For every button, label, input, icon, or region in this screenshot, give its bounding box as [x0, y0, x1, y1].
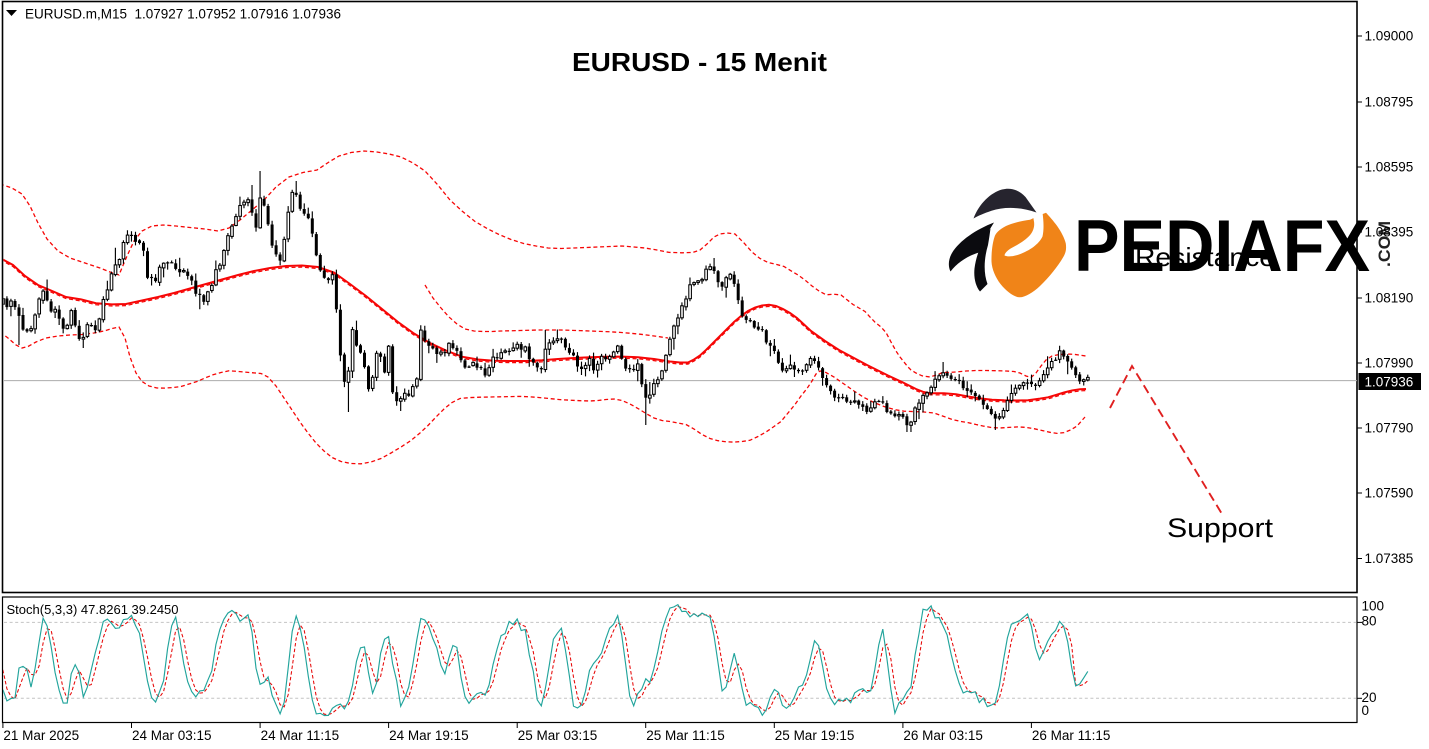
svg-text:1.08395: 1.08395 [1365, 225, 1414, 240]
svg-text:1.08595: 1.08595 [1365, 160, 1414, 175]
svg-text:1.08795: 1.08795 [1365, 95, 1414, 110]
svg-text:.COM: .COM [1375, 221, 1394, 267]
svg-text:Resistance: Resistance [1135, 242, 1275, 272]
svg-text:21 Mar 2025: 21 Mar 2025 [3, 728, 79, 743]
svg-text:EURUSD - 15 Menit: EURUSD - 15 Menit [572, 47, 827, 77]
svg-text:24 Mar 19:15: 24 Mar 19:15 [389, 728, 469, 743]
svg-text:1.07590: 1.07590 [1365, 486, 1414, 501]
svg-text:100: 100 [1362, 599, 1385, 614]
svg-text:1.09000: 1.09000 [1365, 29, 1414, 44]
svg-text:1.07790: 1.07790 [1365, 421, 1414, 436]
svg-text:80: 80 [1362, 614, 1377, 629]
svg-text:26 Mar 11:15: 26 Mar 11:15 [1032, 728, 1111, 743]
svg-text:1.07990: 1.07990 [1365, 356, 1414, 371]
svg-text:26 Mar 03:15: 26 Mar 03:15 [903, 728, 983, 743]
svg-text:25 Mar 03:15: 25 Mar 03:15 [518, 728, 598, 743]
svg-text:Support: Support [1167, 513, 1274, 543]
svg-text:0: 0 [1362, 703, 1370, 718]
svg-text:EURUSD.m,M15 1.07927 1.07952: EURUSD.m,M15 1.07927 1.07952 1.07916 1.0… [25, 7, 341, 22]
svg-text:PEDIAFX: PEDIAFX [1074, 206, 1370, 287]
svg-text:1.07385: 1.07385 [1365, 551, 1414, 566]
svg-text:1.08190: 1.08190 [1365, 291, 1414, 306]
svg-text:24 Mar 03:15: 24 Mar 03:15 [132, 728, 212, 743]
svg-text:20: 20 [1362, 690, 1377, 705]
svg-text:24 Mar 11:15: 24 Mar 11:15 [261, 728, 340, 743]
svg-text:25 Mar 11:15: 25 Mar 11:15 [646, 728, 725, 743]
svg-text:Stoch(5,3,3) 47.8261 39.2450: Stoch(5,3,3) 47.8261 39.2450 [7, 602, 179, 617]
svg-text:25 Mar 19:15: 25 Mar 19:15 [775, 728, 855, 743]
svg-text:1.07936: 1.07936 [1365, 375, 1414, 390]
